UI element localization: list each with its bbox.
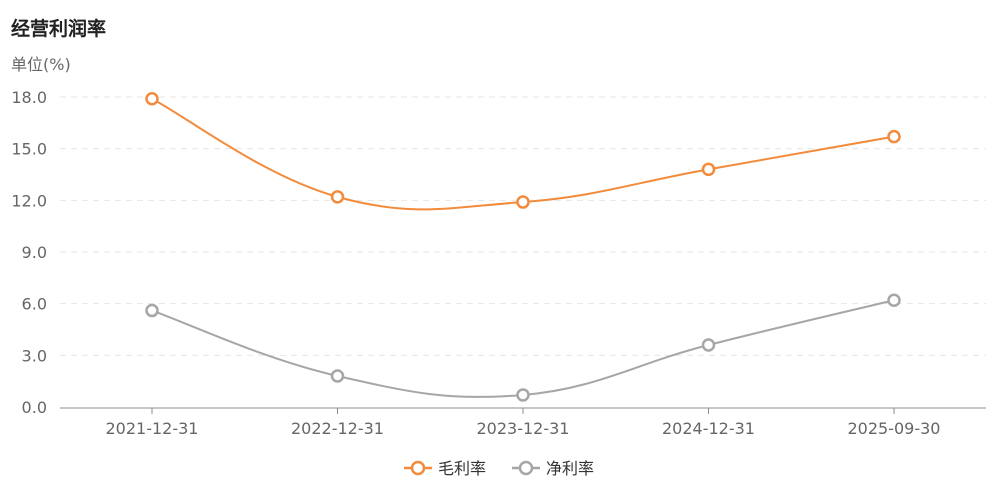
legend-circle-marker (518, 460, 534, 476)
data-point[interactable] (701, 162, 716, 177)
x-tick-label: 2024-12-31 (662, 419, 755, 438)
series-group (145, 91, 901, 402)
data-point[interactable] (516, 388, 530, 402)
data-point[interactable] (887, 129, 901, 144)
x-tick-label: 2021-12-31 (106, 419, 199, 438)
series-line-1 (151, 97, 895, 211)
x-tick-label: 2022-12-31 (291, 419, 384, 438)
data-point[interactable] (145, 91, 159, 106)
y-axis-unit-label: 单位(%) (11, 55, 71, 74)
legend-circle-marker (410, 460, 426, 476)
legend-label: 毛利率 (438, 459, 486, 478)
legend-item-1[interactable]: 毛利率 (404, 459, 486, 478)
y-tick-label: 12.0 (11, 191, 47, 210)
y-tick-label: 15.0 (11, 140, 47, 159)
x-axis: 2021-12-31 2022-12-31 2023-12-31 2024-12-31… (60, 407, 986, 438)
y-tick-label: 9.0 (22, 243, 47, 262)
y-tick-label: 18.0 (11, 88, 47, 107)
grid-lines (60, 96, 986, 356)
x-tick-label: 2025-09-30 (848, 419, 941, 438)
y-tick-label: 6.0 (22, 295, 47, 314)
data-point[interactable] (516, 195, 530, 209)
legend: 毛利率 净利率 (404, 459, 594, 478)
data-point[interactable] (887, 293, 901, 307)
y-axis-ticks: 0.0 3.0 6.0 9.0 12.0 15.0 18.0 (11, 88, 47, 417)
legend-label: 净利率 (546, 459, 594, 478)
x-tick-label: 2023-12-31 (477, 419, 570, 438)
chart-title: 经营利润率 (11, 18, 107, 40)
data-point[interactable] (330, 190, 345, 204)
legend-item-2[interactable]: 净利率 (512, 459, 594, 478)
series-line-2 (151, 299, 895, 398)
data-point[interactable] (330, 369, 345, 383)
y-tick-label: 0.0 (22, 398, 47, 417)
y-tick-label: 3.0 (22, 346, 47, 365)
data-point[interactable] (145, 303, 159, 318)
data-point[interactable] (701, 338, 716, 352)
